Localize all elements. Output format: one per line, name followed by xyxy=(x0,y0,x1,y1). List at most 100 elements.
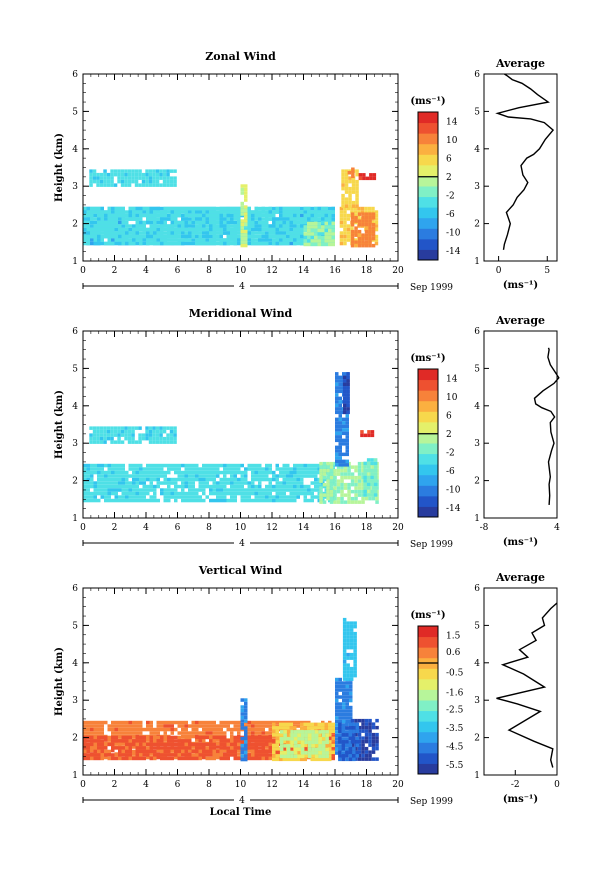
heatmap-cell xyxy=(167,467,171,471)
heatmap-cell xyxy=(141,179,146,184)
heatmap-cell xyxy=(155,433,160,437)
heatmap-cell xyxy=(286,744,291,748)
heatmap-cell xyxy=(289,217,293,221)
heatmap-cell xyxy=(181,734,185,739)
heatmap-cell xyxy=(106,436,111,441)
heatmap-cell xyxy=(335,393,339,397)
heatmap-cell xyxy=(272,750,276,755)
heatmap-cell xyxy=(233,484,237,489)
heatmap-cell xyxy=(118,734,122,739)
heatmap-cell xyxy=(177,720,181,725)
heatmap-cell xyxy=(107,488,111,492)
heatmap-cell xyxy=(181,498,185,503)
heatmap-cell xyxy=(254,727,258,732)
heatmap-cell xyxy=(293,754,298,759)
heatmap-cell xyxy=(353,635,357,639)
heatmap-cell xyxy=(181,206,185,211)
heatmap-cell xyxy=(275,467,279,471)
heatmap-cell xyxy=(223,720,227,725)
heatmap-cell xyxy=(351,167,355,171)
colorbar-swatch xyxy=(418,453,438,465)
heatmap-cell xyxy=(275,726,279,730)
heatmap-cell xyxy=(167,753,171,757)
heatmap-cell xyxy=(110,429,114,434)
heatmap-cell xyxy=(363,479,367,483)
heatmap-cell xyxy=(247,227,251,232)
heatmap-cell xyxy=(361,461,365,466)
heatmap-cell xyxy=(343,224,347,228)
heatmap-cell xyxy=(261,720,265,725)
heatmap-cell xyxy=(89,436,93,441)
heatmap-cell xyxy=(209,731,213,735)
heatmap-cell xyxy=(156,206,160,211)
heatmap-cell xyxy=(191,491,195,496)
colorbar-swatch xyxy=(418,112,438,124)
heatmap-cell xyxy=(244,236,248,241)
heatmap-cell xyxy=(244,698,248,702)
heatmap-cell xyxy=(184,731,188,735)
heatmap-cell xyxy=(268,724,272,728)
heatmap-cell xyxy=(223,213,227,218)
heatmap-cell xyxy=(118,206,122,211)
heatmap-cell xyxy=(329,465,334,469)
heatmap-cell xyxy=(121,720,125,725)
heatmap-cell xyxy=(335,705,339,710)
heatmap-cell xyxy=(307,213,311,218)
heatmap-cell xyxy=(342,617,347,622)
heatmap-cell xyxy=(247,213,251,218)
heatmap-cell xyxy=(340,486,344,490)
heatmap-cell xyxy=(124,436,128,441)
heatmap-cell xyxy=(121,491,125,496)
heatmap-cell xyxy=(195,231,199,235)
heatmap-cell xyxy=(286,470,290,475)
heatmap-cell xyxy=(286,495,290,499)
heatmap-cell xyxy=(230,463,234,468)
heatmap-cell xyxy=(251,727,255,732)
heatmap-cell xyxy=(114,495,118,499)
heatmap-cell xyxy=(167,217,171,221)
x-tick-label: 16 xyxy=(329,523,341,533)
heatmap-cell xyxy=(86,210,90,214)
heatmap-cell xyxy=(139,749,143,754)
heatmap-cell xyxy=(96,426,100,430)
heatmap-cell xyxy=(125,231,129,235)
heatmap-cell xyxy=(371,229,376,234)
heatmap-cell xyxy=(142,735,146,740)
heatmap-cell xyxy=(347,482,351,487)
heatmap-cell xyxy=(90,746,94,750)
heatmap-cell xyxy=(346,663,350,667)
heatmap-cell xyxy=(86,238,90,242)
heatmap-cell xyxy=(240,739,244,743)
heatmap-cell xyxy=(184,739,188,743)
heatmap-cell xyxy=(244,477,248,482)
heatmap-cell xyxy=(191,484,195,489)
heatmap-cell xyxy=(300,740,305,745)
heatmap-cell xyxy=(146,210,150,214)
heatmap-cell xyxy=(114,753,118,757)
heatmap-cell xyxy=(135,735,139,740)
heatmap-cell xyxy=(230,742,234,747)
heatmap-cell xyxy=(93,470,97,475)
heatmap-cell xyxy=(319,486,323,490)
heatmap-cell xyxy=(367,210,372,214)
heatmap-cell xyxy=(258,477,262,482)
heatmap-cell xyxy=(324,488,328,492)
heatmap-cell xyxy=(128,739,132,743)
heatmap-cell xyxy=(265,241,269,246)
heatmap-cell xyxy=(177,463,181,468)
heatmap-cell xyxy=(128,491,132,496)
heatmap-cell xyxy=(303,726,307,730)
heatmap-cell xyxy=(282,224,286,228)
heatmap-cell xyxy=(354,493,358,497)
heatmap-cell xyxy=(212,206,216,211)
heatmap-cell xyxy=(153,213,157,218)
heatmap-cell xyxy=(226,491,230,496)
heatmap-cell xyxy=(338,421,342,425)
heatmap-cell xyxy=(223,753,227,757)
heatmap-cell xyxy=(219,234,223,239)
heatmap-cell xyxy=(121,224,125,228)
heatmap-cell xyxy=(216,474,220,478)
heatmap-cell xyxy=(86,753,90,757)
heatmap-cell xyxy=(279,234,283,239)
heatmap-cell xyxy=(177,491,181,496)
